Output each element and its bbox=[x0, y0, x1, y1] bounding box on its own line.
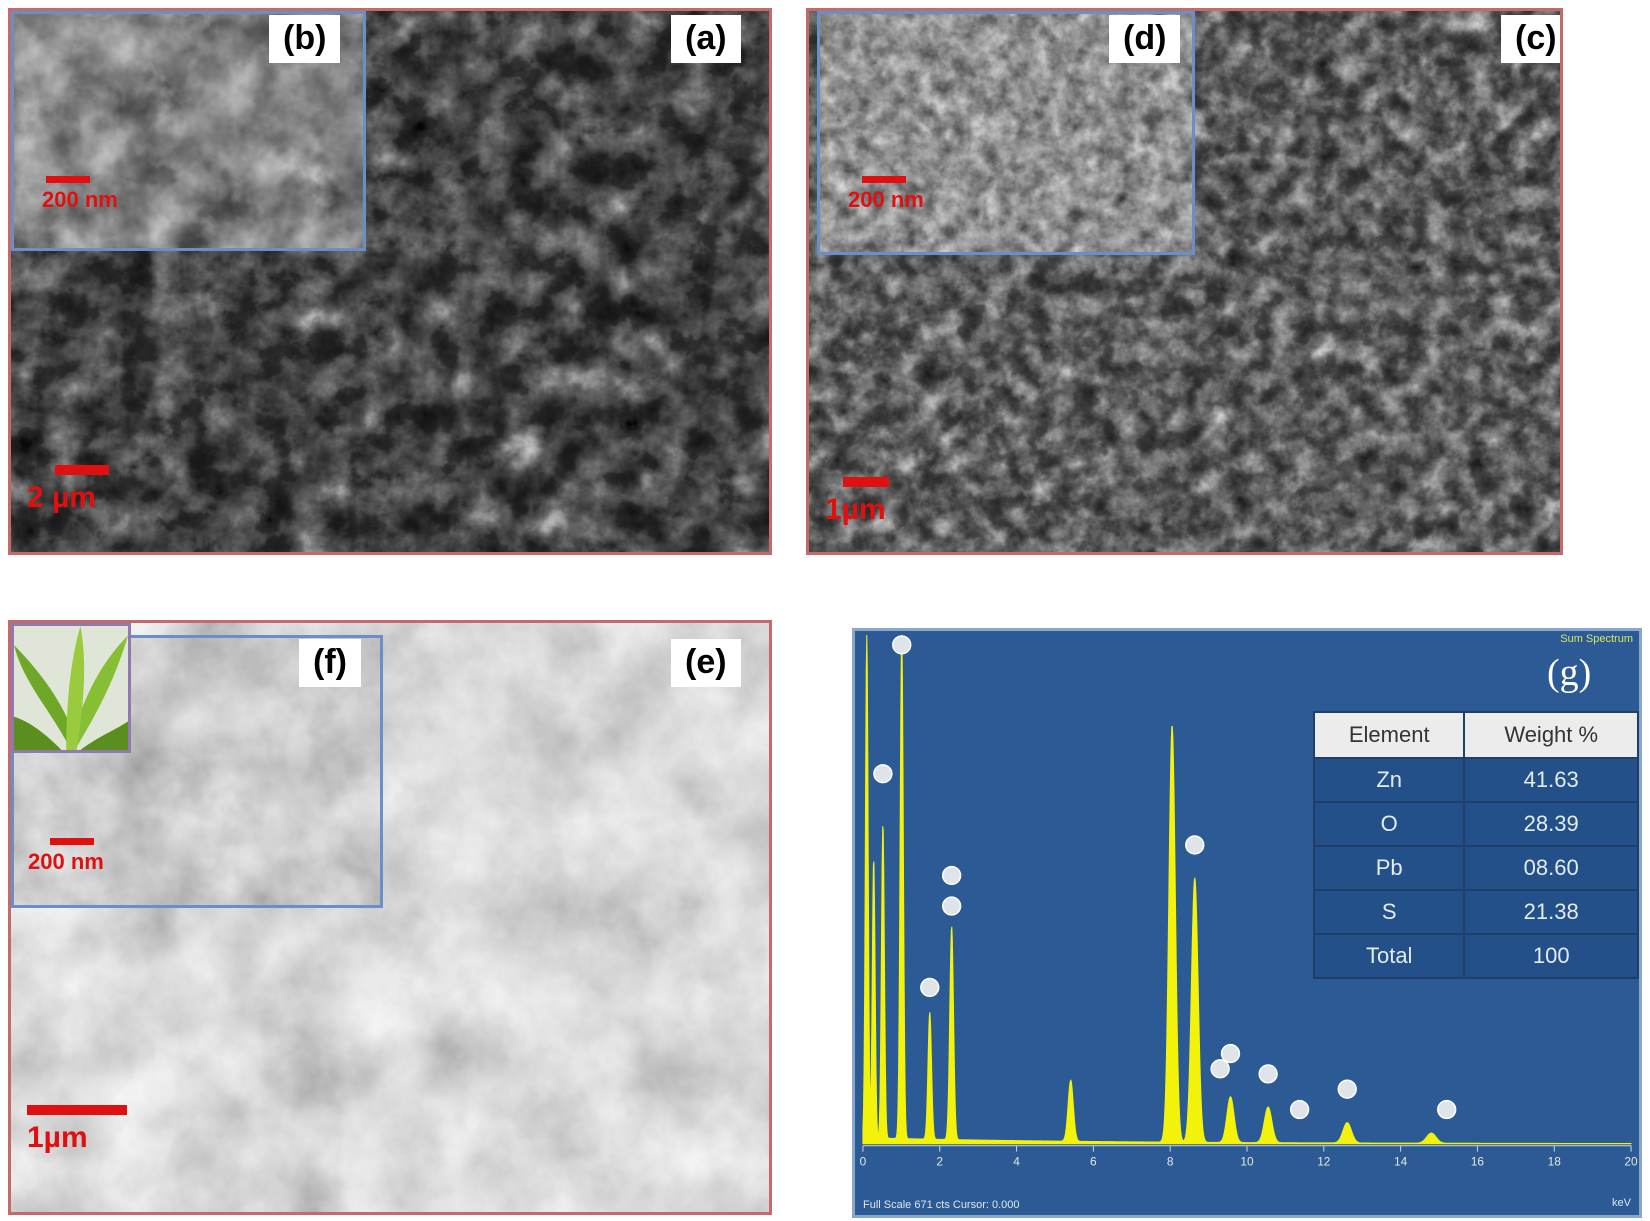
element-cell: Pb bbox=[1312, 845, 1466, 891]
col-header-weight: Weight % bbox=[1463, 711, 1639, 759]
peak-marker bbox=[1220, 1043, 1241, 1064]
sem-panel-e: 200 nm (f) (e) 1µm bbox=[8, 620, 772, 1215]
peak-marker bbox=[1337, 1079, 1357, 1099]
x-axis-unit: keV bbox=[1612, 1197, 1631, 1209]
scale-label-e: 1µm bbox=[27, 1121, 88, 1154]
panel-tag-g: (g) bbox=[1547, 652, 1592, 694]
eds-spectrum-panel: 0 2 4 6 8 10 12 14 16 18 20 Sum Spectrum (g) Eleme… bbox=[852, 628, 1642, 1218]
table-row: Total 100 bbox=[1312, 933, 1639, 979]
scale-label-f: 200 nm bbox=[28, 849, 104, 874]
sem-panel-c: 200 nm (d) (c) 1µm bbox=[806, 8, 1563, 555]
weight-cell: 21.38 bbox=[1463, 889, 1639, 935]
scale-bar-b: 200 nm bbox=[42, 176, 118, 213]
element-cell: S bbox=[1312, 889, 1466, 935]
x-tick-label: 0 bbox=[860, 1155, 867, 1169]
scale-bar-d: 200 nm bbox=[848, 176, 924, 213]
sem-panel-a: 200 nm (b) (a) 2 µm bbox=[8, 8, 772, 555]
peak-marker bbox=[1210, 1059, 1230, 1079]
table-row: Zn 41.63 bbox=[1312, 757, 1639, 803]
leaf-photo bbox=[11, 623, 131, 753]
x-tick-label: 8 bbox=[1167, 1155, 1174, 1169]
scale-label-b: 200 nm bbox=[42, 187, 118, 212]
scale-bar-e: 1µm bbox=[27, 1105, 127, 1155]
scale-label-a: 2 µm bbox=[27, 481, 96, 514]
peak-marker bbox=[1289, 1099, 1310, 1120]
panel-tag-d: (d) bbox=[1109, 15, 1181, 63]
peak-marker bbox=[1258, 1064, 1278, 1084]
eds-spectrum-chart: 0 2 4 6 8 10 12 14 16 18 20 bbox=[860, 634, 1638, 1169]
panel-tag-b: (b) bbox=[269, 15, 341, 63]
scale-bar-a: 2 µm bbox=[27, 465, 109, 515]
x-tick-label: 16 bbox=[1471, 1155, 1485, 1169]
table-header-row: Element Weight % bbox=[1312, 711, 1639, 759]
weight-cell: 08.60 bbox=[1463, 845, 1639, 891]
x-tick-label: 10 bbox=[1240, 1155, 1254, 1169]
element-cell: Zn bbox=[1312, 757, 1466, 803]
panel-tag-c: (c) bbox=[1501, 15, 1560, 63]
weight-cell: 100 bbox=[1463, 933, 1639, 979]
table-row: Pb 08.60 bbox=[1312, 845, 1639, 891]
scale-label-c: 1µm bbox=[825, 493, 886, 526]
peak-marker bbox=[892, 635, 912, 655]
spectrum-footer: Full Scale 671 cts Cursor: 0.000 bbox=[863, 1199, 1020, 1211]
x-tick-label: 18 bbox=[1548, 1155, 1562, 1169]
x-tick-label: 4 bbox=[1013, 1155, 1020, 1169]
x-tick-label: 20 bbox=[1624, 1155, 1638, 1169]
x-tick-label: 12 bbox=[1317, 1155, 1330, 1169]
peak-marker bbox=[941, 896, 962, 916]
scale-bar-c: 1µm bbox=[825, 477, 889, 527]
panel-tag-e: (e) bbox=[671, 639, 741, 687]
weight-cell: 28.39 bbox=[1463, 801, 1639, 847]
peak-marker bbox=[873, 764, 893, 784]
panel-tag-a: (a) bbox=[671, 15, 741, 63]
peak-marker bbox=[941, 865, 962, 886]
table-row: O 28.39 bbox=[1312, 801, 1639, 847]
weight-cell: 41.63 bbox=[1463, 757, 1639, 803]
element-cell: Total bbox=[1312, 933, 1466, 979]
element-weight-table: Element Weight % Zn 41.63 O 28.39 Pb 08.… bbox=[1312, 711, 1639, 979]
panel-tag-f: (f) bbox=[299, 639, 361, 687]
spectrum-legend-label: Sum Spectrum bbox=[1560, 633, 1633, 645]
scale-label-d: 200 nm bbox=[848, 187, 924, 212]
element-cell: O bbox=[1312, 801, 1466, 847]
spectrum-trace bbox=[862, 634, 1632, 1145]
table-row: S 21.38 bbox=[1312, 889, 1639, 935]
x-tick-label: 2 bbox=[936, 1155, 943, 1169]
x-tick-label: 6 bbox=[1090, 1155, 1097, 1169]
peak-marker bbox=[1185, 835, 1205, 855]
peak-marker bbox=[1437, 1099, 1457, 1120]
peak-marker bbox=[920, 977, 940, 998]
x-tick-label: 14 bbox=[1394, 1155, 1408, 1169]
col-header-element: Element bbox=[1312, 711, 1466, 759]
scale-bar-f: 200 nm bbox=[28, 838, 104, 875]
